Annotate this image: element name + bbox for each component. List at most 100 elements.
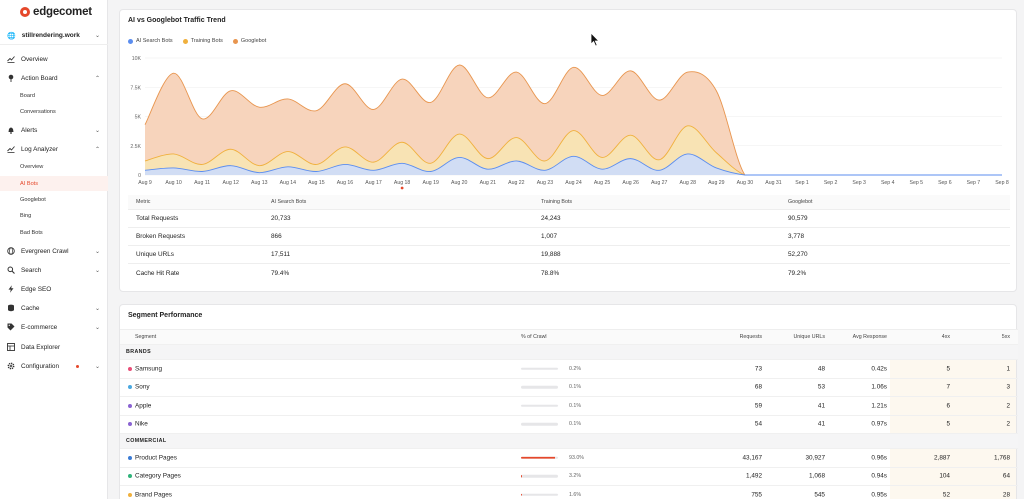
crawl-share-bar — [521, 493, 558, 496]
legend-googlebot[interactable]: Googlebot — [232, 38, 267, 44]
requests-value: 1,492 — [746, 472, 762, 480]
segment-name[interactable]: Product Pages — [135, 454, 177, 462]
x-tick-label: Sep 2 — [824, 180, 838, 186]
metric-value: 3,778 — [788, 233, 804, 240]
segment-name[interactable]: Category Pages — [135, 472, 181, 480]
segment-name[interactable]: Brand Pages — [135, 491, 172, 499]
5xx-value: 28 — [1002, 491, 1010, 499]
column-header-4xx[interactable]: 4xx — [941, 334, 950, 340]
segment-performance-panel: Segment Performance Segment % of Crawl R… — [119, 304, 1018, 499]
cell-bg-4xx — [890, 378, 953, 396]
segment-name[interactable]: Sony — [135, 383, 150, 391]
sidebar-item-log-analyzer[interactable]: Log Analyzer ⌃ — [0, 141, 108, 157]
column-header: AI Search Bots — [271, 199, 307, 205]
sidebar-subitem-board[interactable]: Board — [20, 92, 35, 99]
cell-bg-5xx — [953, 397, 1016, 415]
sidebar-subitem-googlebot[interactable]: Googlebot — [20, 196, 46, 203]
5xx-value: 64 — [1002, 472, 1010, 480]
crawl-share-bar — [521, 404, 558, 407]
tag-icon — [7, 323, 15, 331]
sidebar-subitem-bad-bots[interactable]: Bad Bots — [20, 229, 43, 236]
chevron-down-icon: ⌄ — [94, 305, 100, 312]
unique-urls-value: 545 — [814, 491, 825, 499]
4xx-value: 5 — [946, 365, 950, 373]
sidebar-item-label: Alerts — [21, 126, 38, 134]
bell-icon — [7, 126, 15, 134]
chevron-up-icon: ⌃ — [94, 146, 100, 153]
table-row[interactable]: Samsung 0.2% 73 48 0.42s 5 1 — [120, 360, 1018, 379]
crawl-share-pct: 3.2% — [569, 473, 582, 480]
sidebar-item-alerts[interactable]: Alerts ⌄ — [0, 122, 108, 138]
x-tick-label: Aug 21 — [480, 180, 497, 186]
sidebar-item-configuration[interactable]: Configuration ⌄ — [0, 358, 108, 374]
avg-response-value: 0.42s — [871, 365, 887, 373]
metric-value: 52,270 — [788, 251, 808, 258]
sidebar-item-evergreen-crawl[interactable]: Evergreen Crawl ⌄ — [0, 243, 108, 259]
4xx-value: 52 — [942, 491, 950, 499]
legend-label: Googlebot — [240, 38, 267, 44]
x-tick-label: Aug 24 — [565, 180, 582, 186]
sidebar-subitem-ai-bots[interactable]: AI Bots — [0, 176, 108, 191]
legend-ai-search-bots[interactable]: AI Search Bots — [128, 38, 173, 44]
segment-name[interactable]: Nike — [135, 420, 148, 428]
table-row[interactable]: Product Pages 93.0% 43,167 30,927 0.96s 2,887… — [120, 449, 1018, 468]
avg-response-value: 0.97s — [871, 420, 887, 428]
unique-urls-value: 48 — [817, 365, 825, 373]
crawl-share-pct: 1.6% — [569, 491, 582, 498]
bolt-icon — [7, 285, 15, 293]
x-tick-label: Aug 14 — [280, 180, 297, 186]
sidebar-item-search[interactable]: Search ⌄ — [0, 262, 108, 278]
traffic-trend-chart[interactable]: 0 2.5K 5K 7.5K 10K Aug 9 Aug 10 Aug 11 Aug 12 Aug… — [120, 50, 1018, 190]
5xx-value: 2 — [1006, 402, 1010, 410]
x-tick-label: Aug 27 — [651, 180, 668, 186]
sidebar-item-e-commerce[interactable]: E-commerce ⌄ — [0, 319, 108, 335]
x-tick-label: Aug 17 — [365, 180, 382, 186]
column-header-5xx[interactable]: 5xx — [1001, 334, 1010, 340]
table-row[interactable]: Sony 0.1% 68 53 1.06s 7 3 — [120, 378, 1018, 397]
metric-value: 90,579 — [788, 215, 808, 222]
requests-value: 43,167 — [742, 454, 762, 462]
table-row[interactable]: Brand Pages 1.6% 755 545 0.95s 52 28 — [120, 486, 1018, 499]
segment-color-dot — [128, 474, 132, 479]
site-selector[interactable]: 🌐 stillrendering.work ⌄ — [0, 27, 108, 45]
y-tick-label: 7.5K — [130, 85, 141, 91]
x-tick-label: Sep 8 — [995, 180, 1009, 186]
sidebar-item-cache[interactable]: Cache ⌄ — [0, 300, 108, 316]
metrics-table: Metric AI Search Bots Training Bots Goog… — [128, 195, 1010, 282]
legend-training-bots[interactable]: Training Bots — [182, 38, 223, 44]
sidebar-subitem-conversations[interactable]: Conversations — [20, 108, 56, 115]
sidebar-item-data-explorer[interactable]: Data Explorer — [0, 339, 108, 355]
sidebar-item-label: E-commerce — [21, 323, 58, 331]
5xx-value: 1,768 — [994, 454, 1010, 462]
table-row[interactable]: Apple 0.1% 59 41 1.21s 6 2 — [120, 397, 1018, 416]
cell-bg-4xx — [890, 397, 953, 415]
sidebar-item-label: Configuration — [21, 362, 60, 370]
metric-value: 1,007 — [541, 233, 557, 240]
legend-label: Training Bots — [190, 38, 223, 44]
segment-name[interactable]: Samsung — [135, 365, 162, 373]
column-header-requests[interactable]: Requests — [739, 334, 762, 340]
table-row[interactable]: Nike 0.1% 54 41 0.97s 5 2 — [120, 415, 1018, 434]
sidebar-item-edge-seo[interactable]: Edge SEO — [0, 281, 108, 297]
sidebar-item-action-board[interactable]: Action Board ⌃ — [0, 70, 108, 86]
column-header-avg-response[interactable]: Avg Response — [852, 334, 887, 340]
column-header-segment[interactable]: Segment — [135, 334, 157, 340]
table-row[interactable]: Category Pages 3.2% 1,492 1,068 0.94s 104 64 — [120, 467, 1018, 486]
sidebar-subitem-bing[interactable]: Bing — [20, 212, 32, 219]
5xx-value: 3 — [1006, 383, 1010, 391]
segment-color-dot — [128, 492, 132, 497]
crawl-share-pct: 0.1% — [569, 402, 582, 409]
column-header-crawl[interactable]: % of Crawl — [521, 334, 547, 340]
column-header-unique-urls[interactable]: Unique URLs — [793, 334, 825, 340]
sidebar-subitem-overview[interactable]: Overview — [20, 163, 44, 170]
sidebar-item-overview[interactable]: Overview — [0, 51, 108, 67]
unique-urls-value: 53 — [817, 383, 825, 391]
globe-icon: 🌐 — [7, 32, 16, 40]
annotation-marker[interactable] — [400, 186, 404, 190]
metric-value: 20,733 — [271, 215, 291, 222]
x-tick-label: Sep 1 — [795, 180, 809, 186]
metric-name: Cache Hit Rate — [136, 269, 180, 277]
brand-logo[interactable]: edgecomet — [20, 6, 92, 18]
crawl-share-bar — [521, 475, 558, 478]
segment-name[interactable]: Apple — [135, 402, 152, 410]
